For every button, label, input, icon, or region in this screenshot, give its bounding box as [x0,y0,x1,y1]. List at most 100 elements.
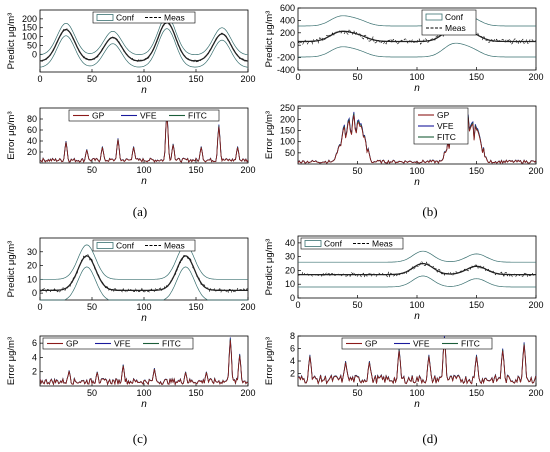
x-tick-label: 100 [409,388,424,398]
y-tick-label: 600 [280,3,295,13]
y-tick-label: 10 [27,274,37,284]
y-tick-label: 100 [22,32,37,42]
y-tick-label: 8 [290,331,295,341]
y-tick-label: 400 [280,15,295,25]
y-axis-label: Predict μg/m³ [264,239,275,296]
series-conf-upper [40,244,248,280]
panel-c-bottom: 50 100 150 200 2 4 6 n Error μg/m³ GP VFE FITC [6,335,256,410]
y-tick-label: 250 [280,103,295,113]
x-tick-label: 200 [240,302,255,312]
y-tick-label: 150 [22,23,37,33]
y-tick-label: 80 [27,114,37,124]
x-tick-label: 50 [87,74,97,84]
x-axis-label: n [141,85,147,96]
x-tick-label: 150 [469,300,484,310]
x-tick-label: 0 [37,302,42,312]
x-tick-label: 200 [240,388,255,398]
legend-box [68,109,220,122]
legend-swatch [96,242,114,249]
panel-c-top: 0 50 100 150 200 0 10 20 30 n Predict μg/m³ Conf Mea… [6,237,256,324]
x-tick-label: 50 [352,388,362,398]
series-conf-upper [298,250,536,263]
y-tick-label: 30 [27,247,37,257]
x-tick-label: 200 [240,74,255,84]
x-axis-label: n [414,399,420,410]
series-mean [39,21,249,62]
x-tick-label: 100 [136,388,151,398]
legend-label: VFE [114,339,131,349]
caption-a: (a) [133,204,147,219]
x-axis-label: n [414,177,420,188]
legend-label: Meas [372,239,393,249]
legend-label: Conf [116,241,135,251]
y-axis-label: Error μg/m³ [6,111,17,159]
y-axis-label: Error μg/m³ [6,337,17,385]
y-axis-label: Error μg/m³ [264,111,275,159]
x-tick-label: 150 [469,166,484,176]
series-conf-upper [298,11,536,27]
y-axis-label: Predict μg/m³ [6,241,17,298]
x-tick-label: 50 [352,300,362,310]
legend-label: Meas [164,241,185,251]
y-tick-label: 6 [32,338,37,348]
y-tick-label: 200 [22,14,37,24]
legend-box [341,337,493,350]
legend-label: VFE [437,121,454,131]
panel-d-top: 0 50 100 150 200 0 10 20 30 40 n Predict μg/m³ Conf M… [264,235,544,322]
legend-label: FITC [188,111,207,121]
y-tick-label: 200 [280,114,295,124]
series-conf-lower [40,266,248,301]
x-tick-label: 150 [188,74,203,84]
legend-label: FITC [162,339,181,349]
x-tick-label: 100 [136,74,151,84]
series-gp [39,340,249,386]
y-tick-label: 2 [32,367,37,377]
y-tick-label: 4 [290,356,295,366]
legend-label: Conf [324,239,343,249]
y-tick-label: 40 [285,238,295,248]
y-tick-label: 50 [27,40,37,50]
x-tick-label: 150 [469,388,484,398]
x-axis-label: n [141,399,147,410]
series-gp [39,113,249,163]
x-tick-label: 0 [295,300,300,310]
legend-label: FITC [437,132,456,142]
y-tick-label: 2 [290,369,295,379]
y-tick-label: 60 [27,125,37,135]
x-axis-label: n [414,83,420,94]
y-tick-label: 200 [280,28,295,38]
legend-label: Meas [445,23,466,33]
legend-box [42,337,194,350]
x-tick-label: 150 [469,72,484,82]
y-tick-label: -400 [277,65,295,75]
x-axis-label: n [141,313,147,324]
x-tick-label: 200 [528,166,543,176]
series-conf-upper [39,15,249,56]
y-axis-label: Error μg/m³ [264,337,275,385]
y-tick-label: 0 [290,293,295,303]
legend-label: GP [92,111,105,121]
plot-frame [297,7,537,71]
series-mean [40,255,248,292]
x-tick-label: 150 [188,388,203,398]
x-tick-label: 0 [37,74,42,84]
legend-swatch [96,14,114,21]
x-tick-label: 200 [528,72,543,82]
legend-label: GP [365,339,378,349]
y-tick-label: 4 [32,352,37,362]
x-tick-label: 50 [352,72,362,82]
legend-label: FITC [461,339,480,349]
y-tick-label: 20 [27,147,37,157]
y-axis-label: Predict μg/m³ [264,11,275,68]
legend-label: Meas [164,13,185,23]
legend-label: Conf [116,13,135,23]
x-tick-label: 100 [409,300,424,310]
x-tick-label: 50 [87,302,97,312]
x-axis-label: n [141,176,147,187]
legend-label: GP [66,339,79,349]
